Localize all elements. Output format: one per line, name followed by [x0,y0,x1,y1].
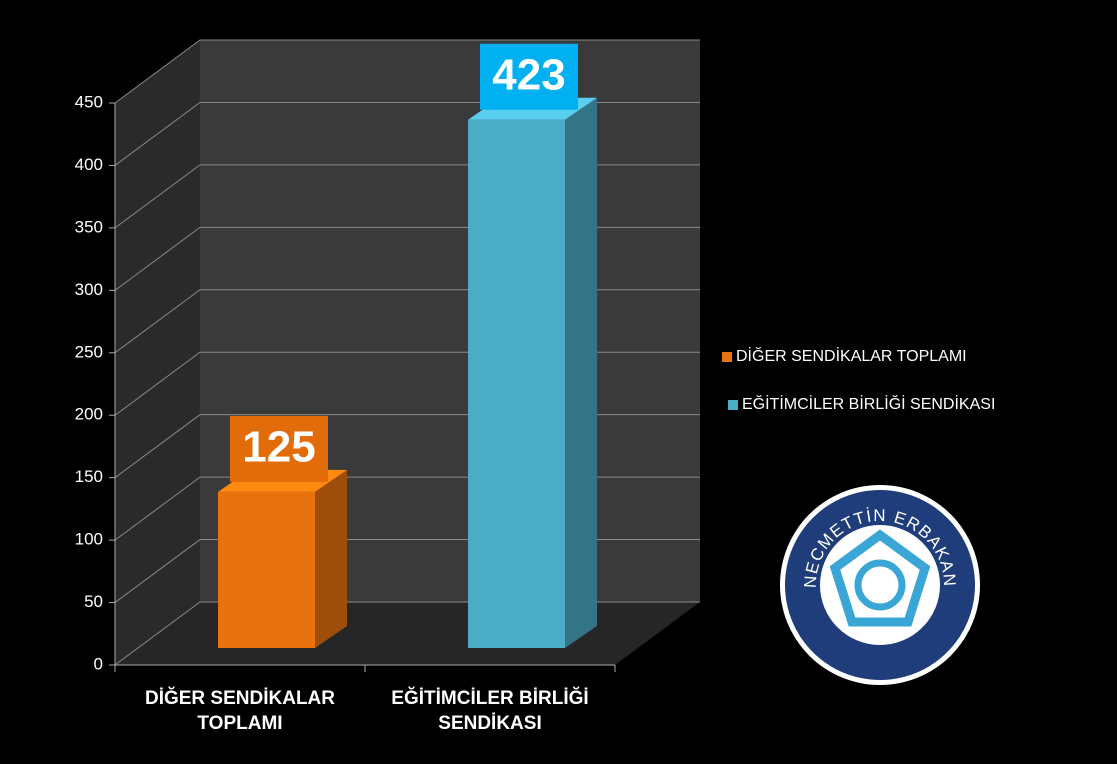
legend-label: EĞİTİMCİLER BİRLİĞİ SENDİKASI [742,394,995,413]
y-tick-label: 100 [75,530,103,549]
legend-label: DİĞER SENDİKALAR TOPLAMI [736,346,967,365]
y-tick-label: 200 [75,405,103,424]
y-tick-label: 0 [94,654,103,673]
y-tick-label: 150 [75,467,103,486]
logo: NECMETTİN ERBAKAN ÜNİVERSİTESİ [780,485,980,685]
y-tick-label: 350 [75,217,103,236]
bar [468,119,565,649]
value-label: 423 [492,50,565,99]
bar [218,491,315,648]
y-tick-label: 50 [84,592,103,611]
value-label: 125 [242,423,315,472]
logo-pattern-center [854,559,906,611]
grid-line [114,39,700,104]
floor [115,602,700,665]
side-wall [115,40,200,665]
y-tick-label: 300 [75,280,103,299]
value-label-bg [480,43,578,110]
y-tick-label: 250 [75,342,103,361]
x-tick-label: DİĞER SENDİKALAR TOPLAMI [144,688,335,734]
legend-swatch [728,400,738,410]
y-tick-label: 400 [75,155,103,174]
x-tick-label: EĞİTİMCİLER BİRLİĞİ SENDİKASI [391,688,589,734]
bar-side [565,97,597,649]
legend-swatch [722,352,732,362]
value-label-bg [230,415,328,482]
bar-side [315,469,347,648]
logo-pattern [829,529,931,627]
y-tick-label: 450 [75,92,103,111]
